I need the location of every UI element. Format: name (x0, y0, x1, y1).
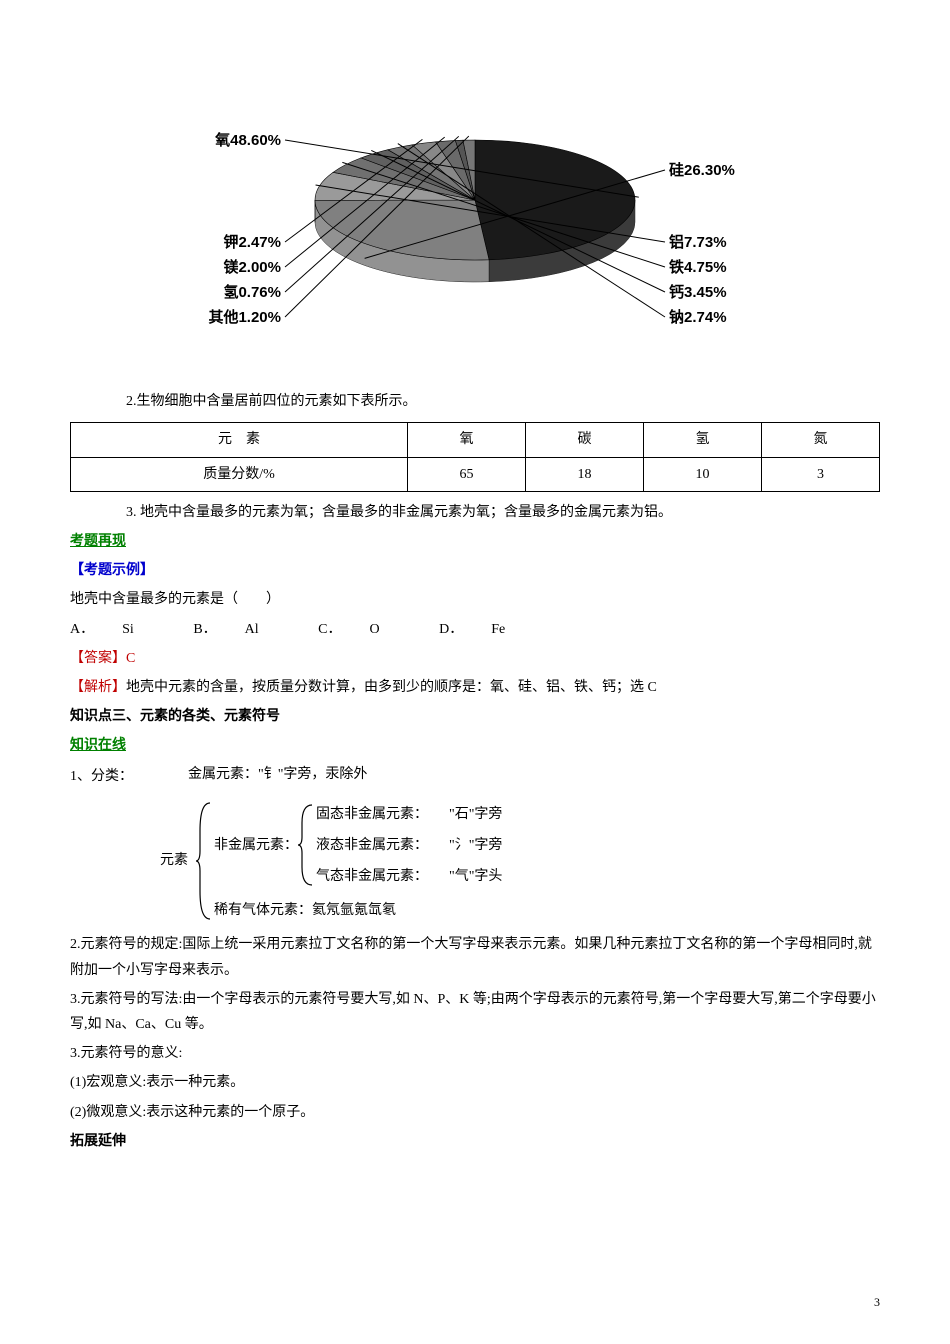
tree-metal: 金属元素："钅"字旁，汞除外 (188, 762, 367, 787)
table-header-cell: 氢 (644, 423, 762, 457)
bracket-icon (298, 803, 316, 887)
svg-text:氢0.76%: 氢0.76% (223, 283, 281, 301)
option-a: A．Si (70, 622, 162, 637)
svg-text:镁2.00%: 镁2.00% (223, 258, 281, 276)
bio-cell-intro: 2.生物细胞中含量居前四位的元素如下表所示。 (70, 389, 880, 414)
svg-text:其他1.20%: 其他1.20% (208, 308, 281, 326)
answer-line: 【答案】C (70, 646, 880, 671)
table-header-cell: 氧 (408, 423, 526, 457)
tree-nonmetal-branch: 非金属元素： 固态非金属元素： "石"字旁 液态非金属元素： "氵"字旁 气态非… (214, 799, 502, 893)
table-row-label: 质量分数/% (71, 457, 408, 491)
para-symbol-writing: 3.元素符号的写法:由一个字母表示的元素符号要大写,如 N、P、K 等;由两个字… (70, 987, 880, 1037)
element-classification-tree: 元素 非金属元素： 固态非金属元素： "石"字旁 液态非金属元素： "氵"字旁 … (160, 796, 880, 927)
para-symbol-meaning-label: 3.元素符号的意义: (70, 1041, 880, 1066)
table-data-cell: 10 (644, 457, 762, 491)
heading-knowledge-online: 知识在线 (70, 733, 880, 758)
svg-text:钙3.45%: 钙3.45% (669, 283, 727, 301)
page-number: 3 (874, 1292, 880, 1314)
svg-text:铝7.73%: 铝7.73% (669, 233, 727, 251)
para-symbol-meaning-2: (2)微观意义:表示这种元素的一个原子。 (70, 1100, 880, 1125)
bio-cell-elements-table: 元 素氧碳氢氮 质量分数/%6518103 (70, 422, 880, 491)
svg-text:氧48.60%: 氧48.60% (214, 131, 281, 149)
tree-nonmetal-solid: 固态非金属元素： "石"字旁 (316, 802, 502, 827)
table-header-cell: 碳 (526, 423, 644, 457)
svg-text:铁4.75%: 铁4.75% (669, 258, 727, 276)
question-options: A．Si B．Al C．O D．Fe (70, 617, 880, 642)
heading-exam-reappear: 考题再现 (70, 529, 880, 554)
tree-nonmetal-gas: 气态非金属元素： "气"字头 (316, 864, 502, 889)
option-b: B．Al (193, 622, 286, 637)
heading-extend: 拓展延伸 (70, 1129, 880, 1154)
table-header-cell: 氮 (761, 423, 879, 457)
analysis-line: 【解析】地壳中元素的含量，按质量分数计算，由多到少的顺序是：氧、硅、铝、铁、钙；… (70, 675, 880, 700)
classification-row: 1、分类： 金属元素："钅"字旁，汞除外 (70, 762, 880, 789)
option-c: C．O (318, 622, 407, 637)
table-data-cell: 3 (761, 457, 879, 491)
svg-text:钾2.47%: 钾2.47% (223, 233, 281, 251)
bracket-icon (196, 801, 214, 921)
para-symbol-meaning-1: (1)宏观意义:表示一种元素。 (70, 1070, 880, 1095)
crust-summary: 3. 地壳中含量最多的元素为氧；含量最多的非金属元素为氧；含量最多的金属元素为铝… (70, 500, 880, 525)
svg-text:硅26.30%: 硅26.30% (669, 161, 735, 179)
table-data-cell: 65 (408, 457, 526, 491)
classify-label: 1、分类： (70, 762, 188, 789)
tree-root: 元素 (160, 848, 188, 873)
tree-nonmetal-liquid: 液态非金属元素： "氵"字旁 (316, 833, 502, 858)
para-symbol-rule: 2.元素符号的规定:国际上统一采用元素拉丁文名称的第一个大写字母来表示元素。如果… (70, 932, 880, 982)
tree-noble: 稀有气体元素：氦氖氩氪氙氡 (214, 898, 502, 923)
pie-chart-svg: 氧48.60% 硅26.30% 铝7.73% 铁4.75% 钙3.45% 钠2.74% 钾2… (155, 50, 795, 360)
table-data-cell: 18 (526, 457, 644, 491)
table-header-cell: 元 素 (71, 423, 408, 457)
heading-knowledge-point-3: 知识点三、元素的各类、元素符号 (70, 704, 880, 729)
crust-elements-pie-chart: 氧48.60% 硅26.30% 铝7.73% 铁4.75% 钙3.45% 钠2.74% 钾2… (70, 50, 880, 369)
tree-nonmetal-label: 非金属元素： (214, 833, 298, 858)
heading-exam-example: 【考题示例】 (70, 558, 880, 583)
svg-text:钠2.74%: 钠2.74% (669, 308, 727, 326)
option-d: D．Fe (439, 622, 533, 637)
question-stem: 地壳中含量最多的元素是（ ） (70, 587, 880, 612)
